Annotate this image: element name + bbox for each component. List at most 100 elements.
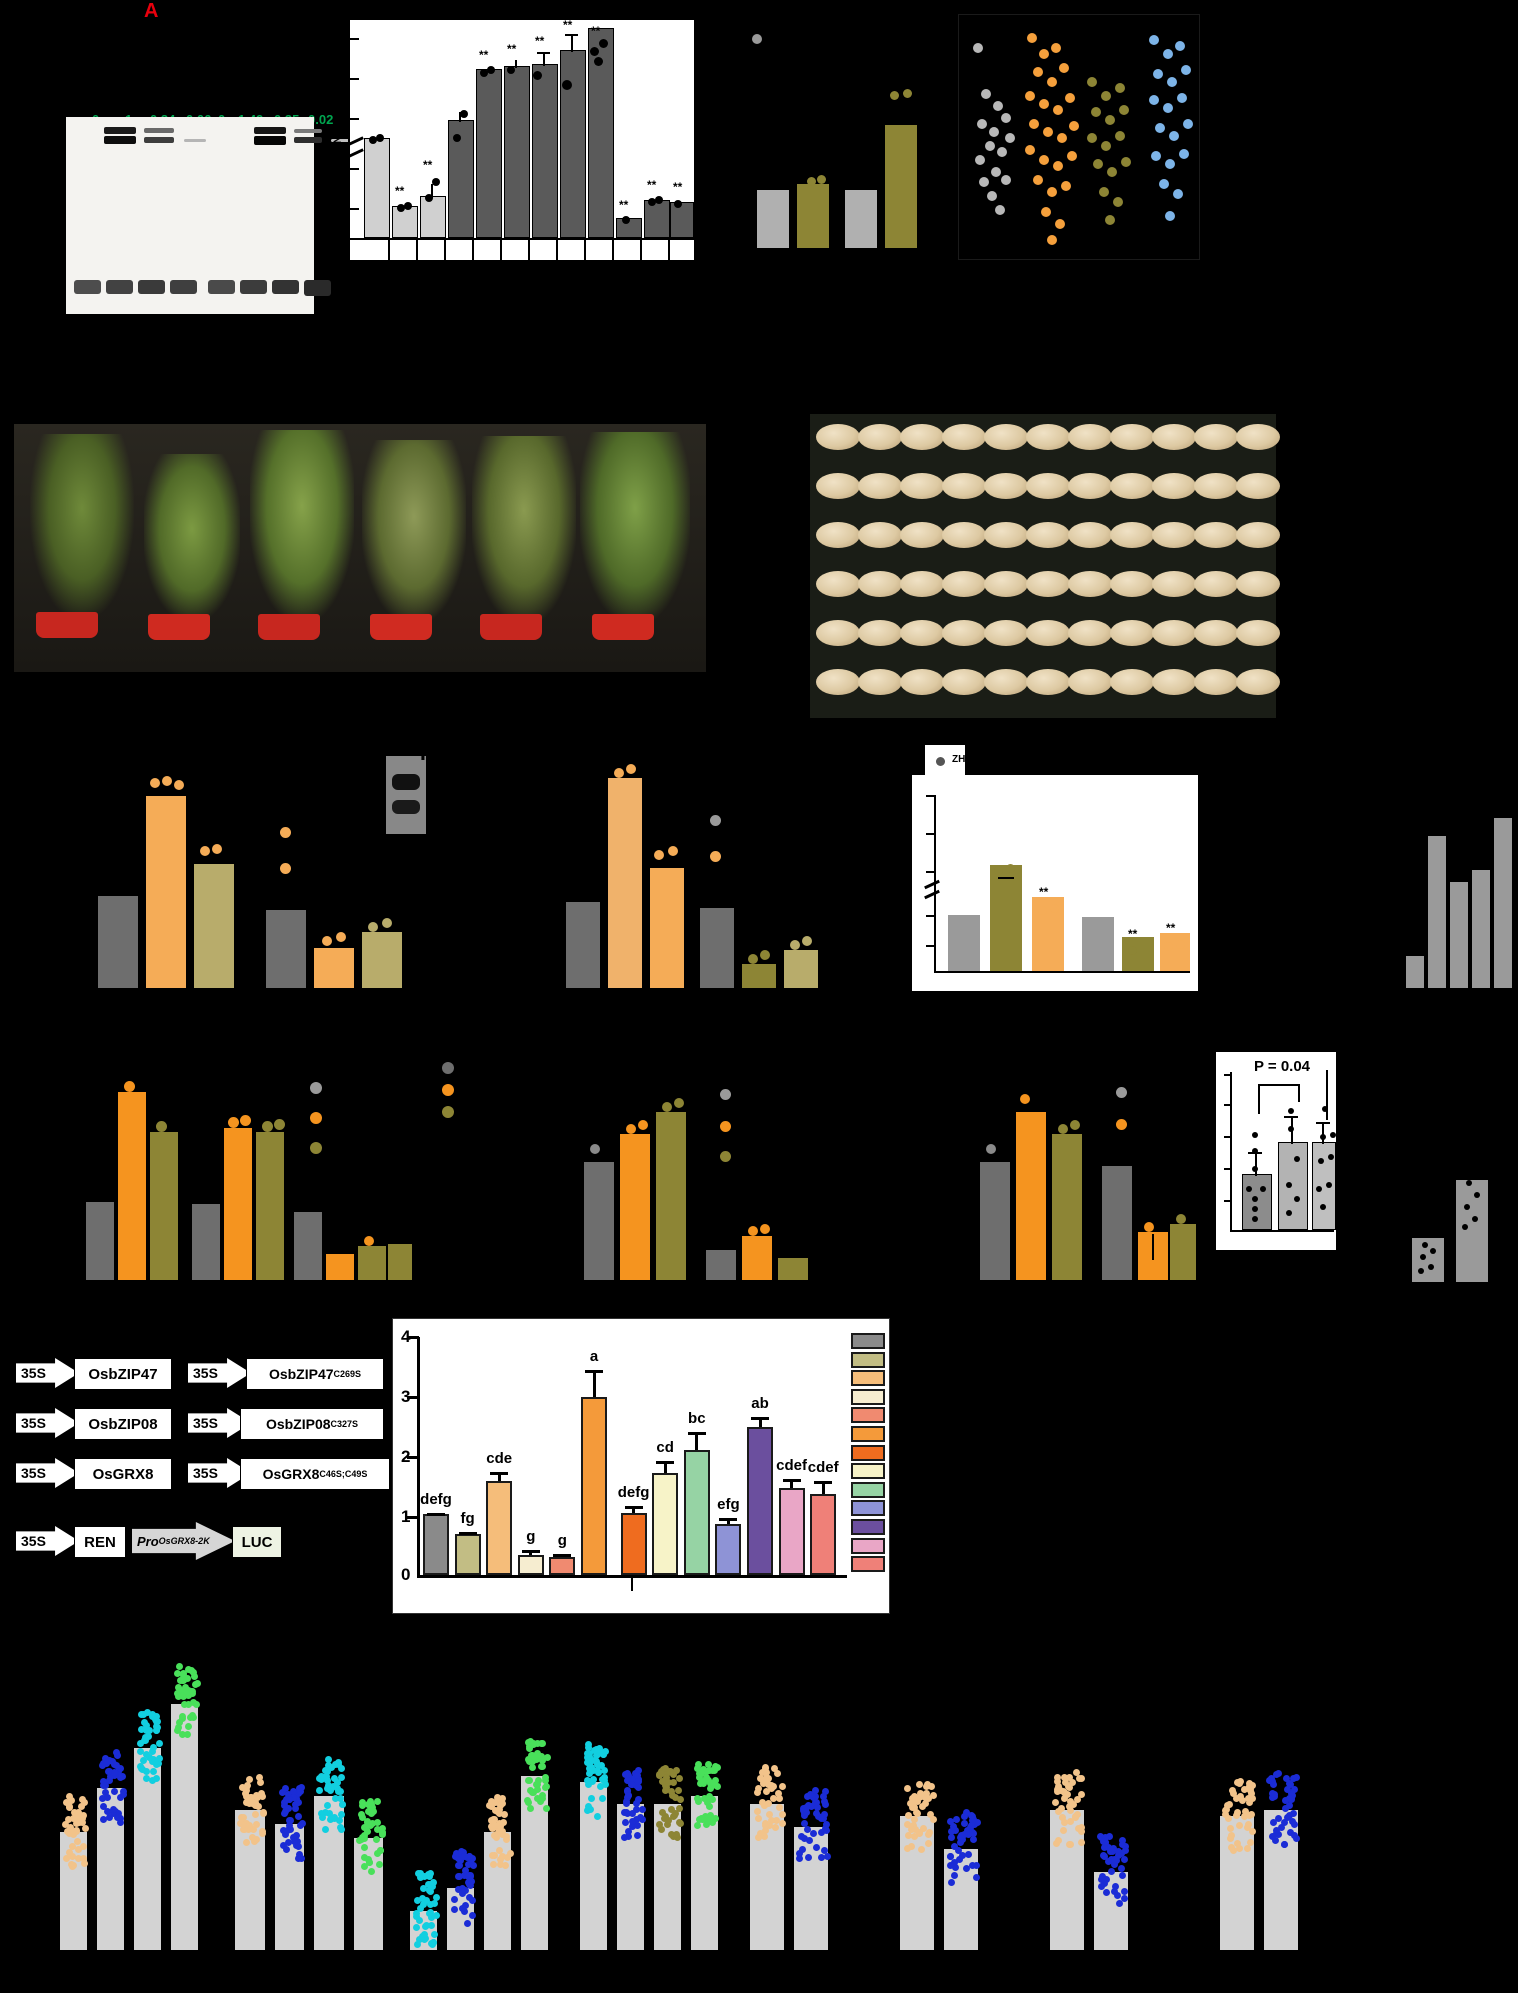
data-point <box>63 1855 70 1862</box>
data-point <box>193 1701 200 1708</box>
data-point <box>1112 1883 1119 1890</box>
panel-a-gel-image <box>66 117 314 314</box>
promoter-arrow-4[interactable]: 35S <box>16 1458 79 1488</box>
table-row <box>684 1450 710 1575</box>
legend-swatch <box>851 1463 885 1479</box>
panel-g-ylabel: Relative expression <box>52 800 64 970</box>
significance-letter: fg <box>451 1510 485 1527</box>
data-point <box>1069 1779 1076 1786</box>
data-point <box>1052 1799 1059 1806</box>
data-point <box>430 1939 437 1946</box>
gene-box-1[interactable]: OsbZIP47 C269S <box>246 1358 384 1390</box>
data-point <box>507 1850 514 1857</box>
data-point <box>451 1896 458 1903</box>
seed <box>1236 522 1280 548</box>
bar-right-0 <box>1406 956 1424 988</box>
row4-legend-dot-oe <box>442 1084 454 1096</box>
data-point <box>244 1782 251 1789</box>
gene-sup-5: C46S;C49S <box>319 1469 367 1479</box>
gene-box-0[interactable]: OsbZIP47 <box>74 1358 172 1390</box>
gene-box-5[interactable]: OsGRX8 C46S;C49S <box>240 1458 390 1490</box>
data-point <box>137 1740 144 1747</box>
bar-b-11 <box>670 202 694 238</box>
legend-swatch <box>851 1370 885 1386</box>
data-point <box>143 1775 150 1782</box>
seed <box>1194 571 1238 597</box>
row4-chart-4 <box>1404 1160 1502 1284</box>
bar-right-1 <box>1428 836 1446 988</box>
bar-b-1 <box>392 206 418 238</box>
row4-legend-label-0: ZH11 <box>462 1060 486 1071</box>
table-row <box>486 1481 512 1575</box>
data-point <box>639 1806 646 1813</box>
data-point <box>374 1850 381 1857</box>
error-bar-cap <box>459 1532 477 1535</box>
data-point <box>1078 1839 1085 1846</box>
seed <box>858 522 902 548</box>
promoter-arrow-0[interactable]: 35S <box>16 1358 79 1388</box>
panel-d-scatter <box>958 14 1200 260</box>
gene-label-0: OsbZIP47 <box>88 1366 157 1383</box>
data-point <box>1286 1795 1293 1802</box>
data-point <box>260 1810 267 1817</box>
sig-b-11: ** <box>673 180 682 194</box>
data-point <box>1118 1865 1125 1872</box>
seed <box>942 522 986 548</box>
significance-letter: g <box>545 1532 579 1549</box>
promoter-arrow-2[interactable]: 35S <box>16 1408 79 1438</box>
data-point <box>142 1734 149 1741</box>
significance-letter: cd <box>648 1439 682 1456</box>
data-point <box>656 1821 663 1828</box>
data-point <box>904 1785 911 1792</box>
significance-letter: bc <box>680 1410 714 1427</box>
data-point <box>625 1792 632 1799</box>
seed <box>900 571 944 597</box>
data-point <box>110 1806 117 1813</box>
sig-b-2: ** <box>423 158 432 172</box>
bar-g-4 <box>314 948 354 988</box>
data-point <box>662 1765 669 1772</box>
table-row <box>779 1488 805 1575</box>
sig-b-5: ** <box>507 42 516 56</box>
reporter-promoter-arrow[interactable]: 35S <box>16 1526 79 1556</box>
gene-sup-1: C269S <box>334 1369 362 1379</box>
panel-i-legend-dot-0 <box>936 757 945 766</box>
data-point <box>153 1713 160 1720</box>
table-row <box>621 1513 647 1575</box>
data-point <box>823 1827 830 1834</box>
gene-box-4[interactable]: OsGRX8 <box>74 1458 172 1490</box>
data-point <box>709 1796 716 1803</box>
bar-i-1 <box>990 865 1022 971</box>
promoter-arrow-1[interactable]: 35S <box>188 1358 251 1388</box>
error-bar-cap <box>553 1554 571 1557</box>
bar-b-4 <box>476 69 502 238</box>
data-point <box>754 1789 761 1796</box>
sig-i-2: ** <box>1039 885 1048 899</box>
data-point <box>497 1802 504 1809</box>
data-point <box>968 1822 975 1829</box>
reporter-ren-box[interactable]: REN <box>74 1526 126 1558</box>
data-point <box>707 1785 714 1792</box>
data-point <box>539 1740 546 1747</box>
reporter-pro-arrow[interactable]: Pro OsGRX8-2K <box>132 1522 235 1560</box>
data-point <box>184 1731 191 1738</box>
data-point <box>459 1890 466 1897</box>
data-point <box>591 1747 598 1754</box>
data-point <box>973 1874 980 1881</box>
data-point <box>245 1826 252 1833</box>
data-point <box>1223 1806 1230 1813</box>
data-point <box>117 1774 124 1781</box>
sig-b-6: ** <box>535 34 544 48</box>
reporter-luc-box[interactable]: LUC <box>232 1526 282 1558</box>
gene-box-3[interactable]: OsbZIP08 C327S <box>240 1408 384 1440</box>
table-row <box>518 1555 544 1575</box>
data-point <box>1078 1824 1085 1831</box>
seed <box>1152 522 1196 548</box>
promoter-label-2: 35S <box>21 1415 46 1431</box>
data-point <box>542 1784 549 1791</box>
gene-box-2[interactable]: OsbZIP08 <box>74 1408 172 1440</box>
seed <box>1068 473 1112 499</box>
row4-legend-dot-grain <box>442 1062 454 1074</box>
data-point <box>194 1680 201 1687</box>
panel-a-title-right: MBP-OsGRX8 <box>196 6 275 20</box>
